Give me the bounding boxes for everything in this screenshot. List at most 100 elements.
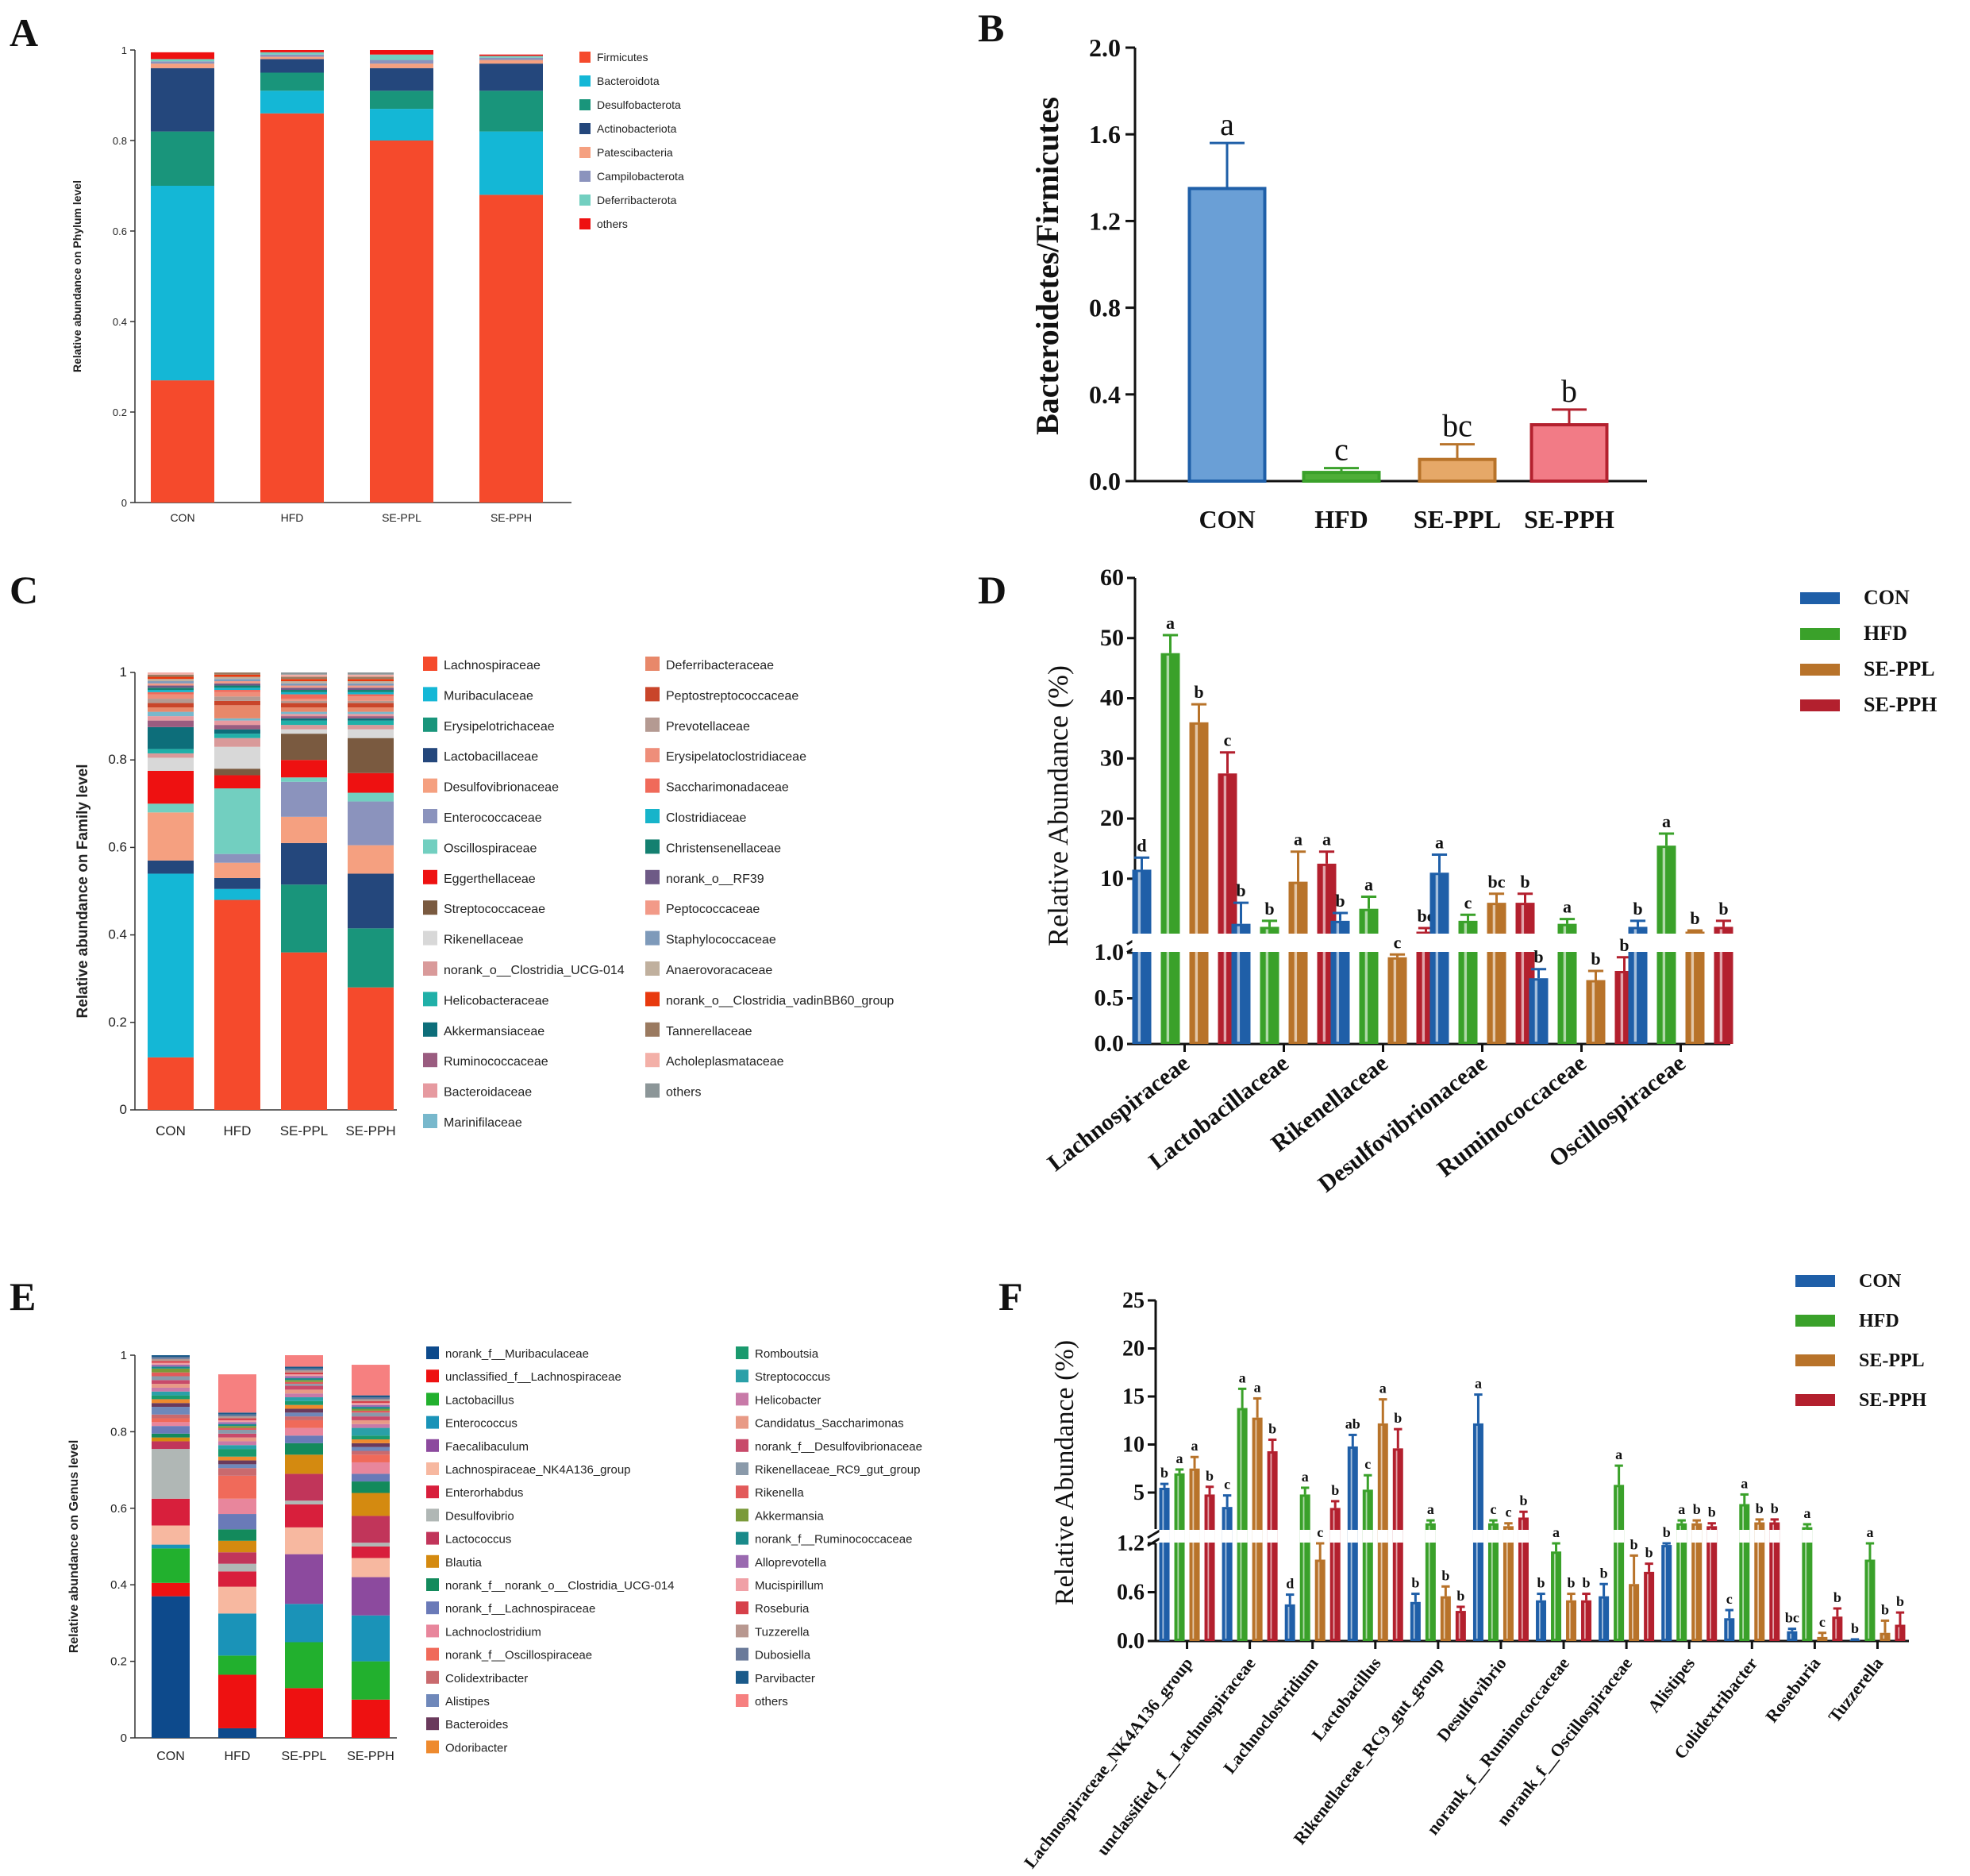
bar-candidatus-saccharimonas-se-ppl: [285, 1389, 323, 1394]
bar-se-pph-unclassified-f-lachnospiraceae-upper: [1267, 1450, 1278, 1543]
bar-hfd-lactobacillaceae-lower: [1260, 953, 1279, 1044]
bar-se-pph-rikenellaceae-rc9-gut-group-lower: [1455, 1611, 1466, 1641]
axis-break-gap: [1330, 934, 1350, 952]
bar-colidextribacter-se-ppl: [285, 1416, 323, 1420]
bar-ruminococcaceae-se-ppl: [281, 716, 327, 718]
bar-highlight: [1491, 1525, 1493, 1639]
bar-con: [1187, 187, 1267, 483]
bar-se-pph-oscillospiraceae-lower: [1714, 953, 1733, 1044]
bar-highlight: [1647, 1574, 1649, 1639]
significance-letter: a: [1866, 1524, 1873, 1540]
bar-tuzzerella-con: [152, 1358, 190, 1362]
bar-erysipelatoclostridiaceae-se-ppl: [281, 699, 327, 701]
bar-peptococcaceae-con: [148, 683, 194, 686]
bar-highlight: [1617, 1487, 1618, 1639]
panel-letter-b: B: [978, 6, 1004, 50]
bar-norank-f-oscillospiraceae-se-ppl: [285, 1420, 323, 1428]
x-tick-label: Desulfovibrionaceae: [1314, 1050, 1492, 1198]
bar-se-ppl-desulfovibrionaceae-lower: [1487, 953, 1506, 1044]
legend-swatch: [423, 657, 437, 671]
bar-hfd-rikenellaceae-rc9-gut-group-lower: [1425, 1543, 1436, 1641]
bar-peptostreptococcaceae-se-ppl: [281, 703, 327, 708]
y-tick-label: 1.2: [1089, 206, 1121, 235]
bar-highlight: [1162, 1489, 1164, 1639]
bar-bacteroides-hfd: [218, 1460, 256, 1465]
bar-desulfovibrio-se-pph: [352, 1543, 390, 1547]
axis-break-gap: [1329, 1530, 1341, 1543]
bar-lachnospiraceae-se-pph: [348, 987, 394, 1110]
significance-letter: a: [1427, 1501, 1434, 1517]
bar-norank-o-clostridia-vadinbb60-group-se-ppl: [281, 679, 327, 682]
legend-label: Anaerovoracaceae: [666, 964, 772, 977]
bar-norank-o-rf39-se-pph: [348, 688, 394, 691]
y-tick-label: 10: [1100, 865, 1124, 892]
chart-a-phylum: 0 0.2 0.4 0.6 0.8 1 Relative abundance on Phyl…: [71, 44, 684, 524]
legend-label: Bacteroides: [445, 1718, 508, 1732]
significance-letter: b: [1411, 1575, 1419, 1591]
bar-norank-f-oscillospiraceae-se-pph: [352, 1454, 390, 1462]
x-tick-label: CON: [170, 511, 194, 524]
legend-swatch: [426, 1554, 439, 1568]
bar-streptococcus-se-pph: [352, 1427, 390, 1436]
bar-acholeplasmataceae-se-pph: [348, 674, 394, 677]
significance-letter: b: [1335, 891, 1345, 911]
bar-romboutsia-se-pph: [352, 1435, 390, 1440]
axis-break-gap: [1204, 1530, 1215, 1543]
legend-label: Parvibacter: [755, 1672, 815, 1685]
bar-colidextribacter-con: [152, 1414, 190, 1419]
legend-swatch: [423, 687, 437, 702]
bar-lachnoclostridium-con: [152, 1422, 190, 1427]
bar-con-lactobacillus-upper: [1347, 1446, 1358, 1543]
significance-letter: a: [1239, 1369, 1246, 1385]
bar-norank-f-oscillospiraceae-con: [152, 1418, 190, 1423]
bar-unclassified-f-lachnospiraceae-hfd: [218, 1674, 256, 1728]
significance-letter: a: [1191, 1438, 1199, 1454]
bar-hfd-alistipes-lower: [1676, 1543, 1687, 1641]
bar-lactococcus-hfd: [218, 1552, 256, 1564]
x-tick-label: CON: [1199, 505, 1255, 534]
bar-peptococcaceae-se-ppl: [281, 685, 327, 688]
axis-break-gap: [1769, 1530, 1780, 1543]
bar-parvibacter-se-ppl: [285, 1366, 323, 1369]
bar-se-pph-lachnospiraceae-upper: [1218, 773, 1237, 953]
bar-highlight: [1333, 1510, 1335, 1639]
bar-se-pph: [1529, 423, 1609, 483]
bar-oscillospiraceae-con: [148, 803, 194, 813]
bar-con-rikenellaceae-lower: [1330, 953, 1350, 1044]
bar-rikenellaceae-hfd: [214, 746, 260, 769]
significance-letter: b: [1520, 872, 1529, 892]
bar-tannerellaceae-hfd: [214, 672, 260, 675]
significance-letter: c: [1224, 730, 1232, 750]
bar-highlight: [1422, 934, 1426, 1042]
bar-highlight: [1591, 982, 1595, 1042]
bar-akkermansia-hfd: [218, 1426, 256, 1428]
bar-hfd-desulfovibrio-lower: [1487, 1543, 1499, 1641]
bar-rikenella-hfd: [218, 1427, 256, 1430]
x-tick-label: CON: [156, 1123, 186, 1138]
axis-break-gap: [1614, 1530, 1625, 1543]
bar-con-desulfovibrionaceae-lower: [1429, 953, 1449, 1044]
panel-letter-c: C: [10, 568, 38, 612]
significance-letter: d: [1286, 1576, 1294, 1592]
significance-letter: a: [1563, 897, 1572, 917]
legend-swatch: [736, 1508, 748, 1522]
bar-norank-f-lachnospiraceae-hfd: [218, 1514, 256, 1530]
bar-norank-f-desulfovibrionaceae-hfd: [218, 1433, 256, 1438]
legend-swatch: [645, 900, 660, 915]
bar-highlight: [1225, 1509, 1227, 1639]
bar-streptococcus-con: [152, 1391, 190, 1396]
bar-erysipelatoclostridiaceae-con: [148, 694, 194, 699]
bar-highlight: [1137, 872, 1141, 1042]
legend-swatch: [426, 1578, 439, 1591]
axis-break-gap: [1392, 1530, 1403, 1543]
bar-roseburia-con: [152, 1361, 190, 1363]
bar-con-alistipes-lower: [1661, 1545, 1672, 1641]
legend-swatch: [426, 1508, 439, 1522]
bar-highlight: [1166, 655, 1170, 1042]
significance-letter: b: [1533, 947, 1543, 967]
bar-staphylococcaceae-se-ppl: [281, 683, 327, 686]
legend-label: HFD: [1864, 622, 1907, 645]
legend-swatch: [1800, 592, 1840, 604]
bar-erysipelatoclostridiaceae-se-pph: [348, 696, 394, 701]
bar-eggerthellaceae-hfd: [214, 775, 260, 789]
